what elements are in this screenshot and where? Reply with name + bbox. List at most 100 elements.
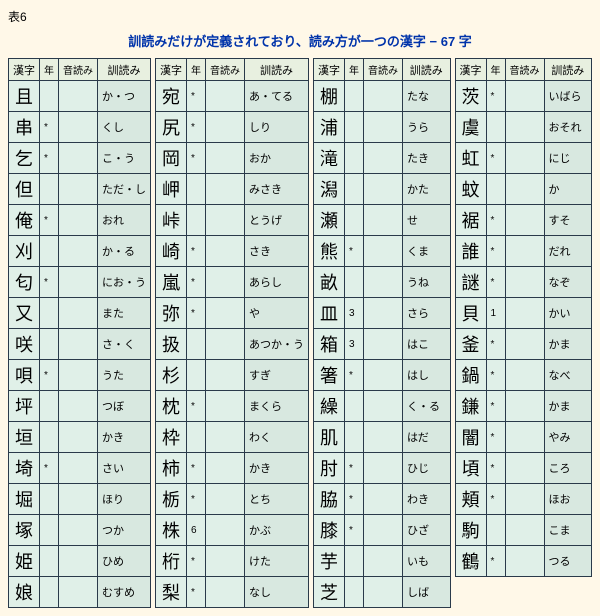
table-row: 頃*ころ: [455, 453, 592, 484]
year-cell: [345, 174, 364, 205]
table-row: 岬みさき: [156, 174, 309, 205]
year-cell: *: [486, 267, 505, 298]
onyomi-cell: [206, 391, 245, 422]
kunyomi-cell: すぎ: [245, 360, 309, 391]
onyomi-cell: [364, 205, 403, 236]
onyomi-cell: [505, 267, 544, 298]
kunyomi-cell: なぞ: [544, 267, 592, 298]
kanji-cell: 膝: [314, 515, 345, 546]
year-cell: [187, 205, 206, 236]
year-cell: *: [187, 577, 206, 608]
kanji-cell: 株: [156, 515, 187, 546]
kanji-cell: 且: [9, 81, 40, 112]
year-cell: [40, 484, 59, 515]
kunyomi-cell: まくら: [245, 391, 309, 422]
table-row: 茨*いばら: [455, 81, 592, 112]
year-cell: [40, 236, 59, 267]
kanji-cell: 坪: [9, 391, 40, 422]
kanji-cell: 棚: [314, 81, 345, 112]
onyomi-cell: [206, 236, 245, 267]
kanji-cell: 茨: [455, 81, 486, 112]
year-cell: *: [486, 329, 505, 360]
year-cell: 3: [345, 329, 364, 360]
onyomi-cell: [206, 174, 245, 205]
year-cell: 6: [187, 515, 206, 546]
kunyomi-cell: さ・く: [98, 329, 151, 360]
table-row: 誰*だれ: [455, 236, 592, 267]
col-header: 漢字: [314, 59, 345, 81]
onyomi-cell: [505, 205, 544, 236]
table-row: 棚たな: [314, 81, 451, 112]
table-row: 坪 つぼ: [9, 391, 151, 422]
year-cell: [345, 267, 364, 298]
onyomi-cell: [505, 422, 544, 453]
kunyomi-cell: ほお: [544, 484, 592, 515]
kunyomi-cell: くし: [98, 112, 151, 143]
table-row: 浦うら: [314, 112, 451, 143]
kanji-table-3: 漢字年音読み訓読み茨*いばら虞おそれ虹*にじ蚊か裾*すそ誰*だれ謎*なぞ貝1かい…: [455, 58, 593, 577]
onyomi-cell: [505, 515, 544, 546]
kanji-cell: 宛: [156, 81, 187, 112]
kanji-cell: 虞: [455, 112, 486, 143]
onyomi-cell: [206, 81, 245, 112]
table-row: 潟かた: [314, 174, 451, 205]
onyomi-cell: [505, 391, 544, 422]
year-cell: *: [187, 267, 206, 298]
onyomi-cell: [505, 174, 544, 205]
onyomi-cell: [505, 81, 544, 112]
year-cell: *: [345, 453, 364, 484]
col-header: 音読み: [364, 59, 403, 81]
kanji-cell: 頃: [455, 453, 486, 484]
kunyomi-cell: おそれ: [544, 112, 592, 143]
kanji-cell: 釜: [455, 329, 486, 360]
onyomi-cell: [206, 298, 245, 329]
onyomi-cell: [505, 453, 544, 484]
kunyomi-cell: うら: [403, 112, 451, 143]
table-row: 株6 かぶ: [156, 515, 309, 546]
kanji-cell: 垣: [9, 422, 40, 453]
kanji-cell: 栃: [156, 484, 187, 515]
kanji-table-1: 漢字年音読み訓読み宛*あ・てる尻*しり岡*おか岬みさき峠とうげ崎*さき嵐*あらし…: [155, 58, 309, 608]
year-cell: *: [187, 391, 206, 422]
onyomi-cell: [505, 143, 544, 174]
kunyomi-cell: しり: [245, 112, 309, 143]
table-row: 膝*ひざ: [314, 515, 451, 546]
year-cell: [345, 577, 364, 608]
table-row: 駒こま: [455, 515, 592, 546]
year-cell: *: [486, 360, 505, 391]
kunyomi-cell: すそ: [544, 205, 592, 236]
table-row: 垣かき: [9, 422, 151, 453]
table-row: 枠わく: [156, 422, 309, 453]
onyomi-cell: [505, 112, 544, 143]
year-cell: *: [40, 143, 59, 174]
year-cell: 1: [486, 298, 505, 329]
table-row: 裾*すそ: [455, 205, 592, 236]
year-cell: *: [187, 143, 206, 174]
kunyomi-cell: かぶ: [245, 515, 309, 546]
onyomi-cell: [206, 360, 245, 391]
kanji-cell: 頬: [455, 484, 486, 515]
year-cell: [40, 577, 59, 608]
kanji-cell: 但: [9, 174, 40, 205]
kunyomi-cell: はこ: [403, 329, 451, 360]
kanji-cell: 埼: [9, 453, 40, 484]
table-row: 又また: [9, 298, 151, 329]
kanji-cell: 嵐: [156, 267, 187, 298]
year-cell: *: [40, 453, 59, 484]
kanji-cell: 箸: [314, 360, 345, 391]
kanji-cell: 又: [9, 298, 40, 329]
kunyomi-cell: つぼ: [98, 391, 151, 422]
year-cell: *: [40, 112, 59, 143]
year-cell: [40, 298, 59, 329]
year-cell: [187, 360, 206, 391]
year-cell: [187, 174, 206, 205]
year-cell: [40, 422, 59, 453]
kunyomi-cell: か・る: [98, 236, 151, 267]
onyomi-cell: [364, 298, 403, 329]
kunyomi-cell: はだ: [403, 422, 451, 453]
onyomi-cell: [364, 453, 403, 484]
onyomi-cell: [364, 236, 403, 267]
kanji-cell: 柿: [156, 453, 187, 484]
table-row: 俺*おれ: [9, 205, 151, 236]
kanji-cell: 肘: [314, 453, 345, 484]
